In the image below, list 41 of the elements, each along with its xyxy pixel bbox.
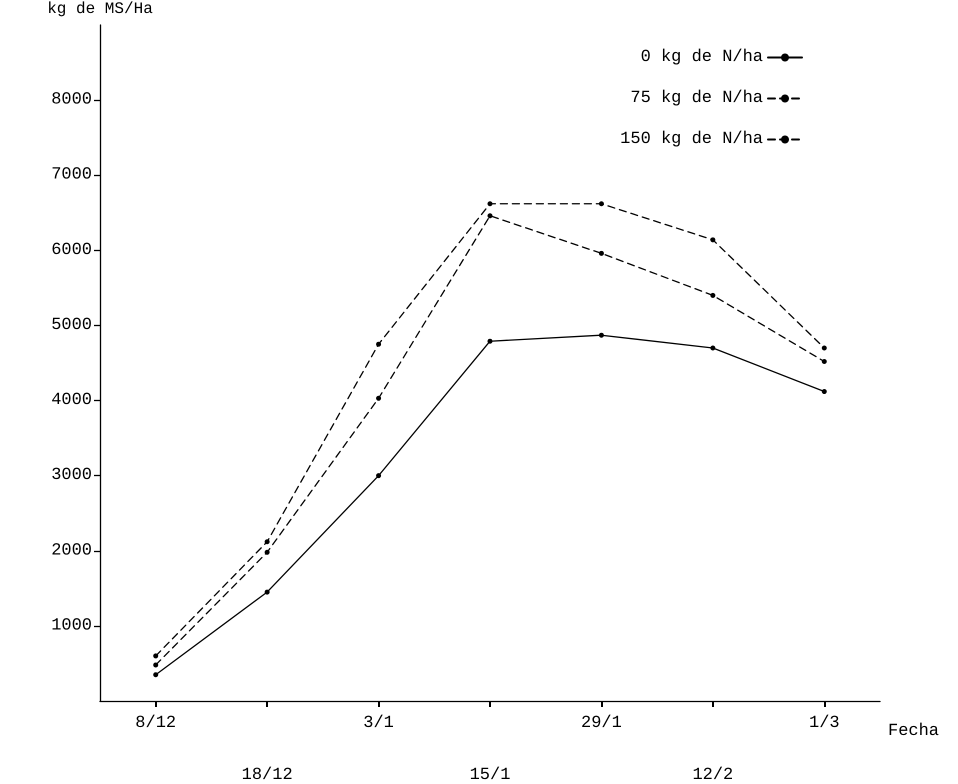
point [598,332,604,338]
x-tick-label: 12/2 [692,766,734,784]
x-tick-label: 1/3 [808,714,840,733]
y-tick-label: 2000 [51,541,92,560]
y-axis-title: kg de MS/Ha [47,0,154,18]
point [153,672,158,678]
point [822,345,827,350]
point [488,213,492,218]
legend-label: 0 kg de N/ha [640,48,763,67]
legend-label: 150 kg de N/ha [620,130,763,149]
x-axis-title: Fecha [888,722,940,741]
point [710,345,716,350]
y-tick-label: 6000 [51,240,92,260]
point [710,292,716,298]
x-tick-label: 15/1 [470,766,510,784]
point [488,338,492,344]
point [376,342,382,347]
point [153,662,158,668]
y-tick-label: 7000 [51,166,92,185]
y-tick-label: 4000 [51,391,92,410]
point [153,653,158,658]
point [264,590,270,595]
x-tick-label: 3/1 [363,714,394,733]
point [376,396,382,401]
x-tick-label: 8/12 [135,714,176,733]
point [822,389,827,394]
point [710,237,716,242]
y-tick-label: 5000 [51,316,92,335]
x-tick-label: 29/1 [581,714,622,733]
point [264,539,270,544]
point [488,201,492,206]
y-tick-label: 3000 [51,466,92,486]
point [822,359,827,364]
point [376,473,382,478]
x-tick-label: 18/12 [242,766,293,784]
y-tick-label: 1000 [51,616,92,636]
legend-label: 75 kg de N/ha [630,89,763,108]
point [264,550,270,555]
y-tick-label: 8000 [51,90,92,110]
point [598,250,604,256]
point [598,201,604,206]
